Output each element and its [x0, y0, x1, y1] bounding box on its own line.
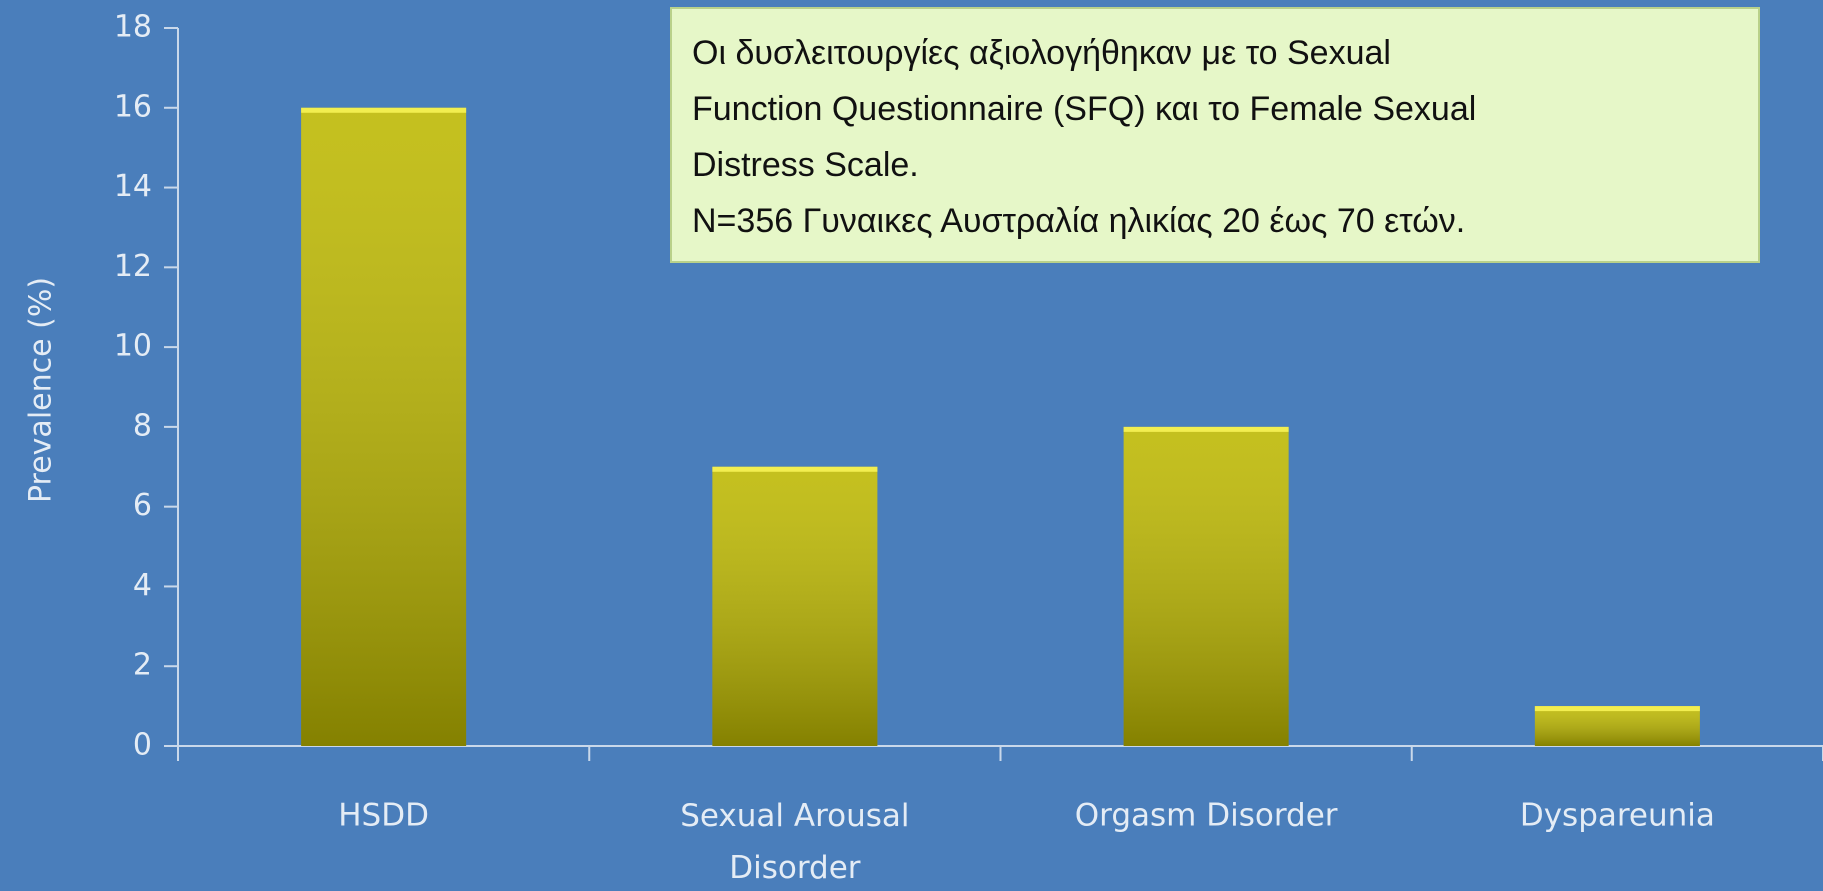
- x-tick-label: Orgasm Disorder: [1075, 798, 1338, 834]
- annotation-line: Distress Scale.: [692, 146, 919, 184]
- x-tick-label: Dyspareunia: [1520, 798, 1715, 834]
- annotation-line: N=356 Γυναικες Αυστραλία ηλικίας 20 έως …: [692, 202, 1465, 240]
- bar-highlight: [712, 466, 878, 472]
- bar-shade: [301, 107, 467, 747]
- bar-shade: [1534, 706, 1700, 746]
- y-tick-label: 4: [133, 568, 152, 603]
- y-axis-label: Prevalence (%): [24, 277, 59, 503]
- annotation-line: Οι δυσλειτουργίες αξιολογήθηκαν με το Se…: [692, 34, 1391, 72]
- bar-shade: [1123, 426, 1289, 746]
- y-tick-label: 16: [114, 89, 152, 124]
- y-tick-label: 0: [133, 728, 152, 763]
- y-tick-label: 2: [133, 648, 152, 683]
- y-tick-label: 18: [114, 10, 152, 45]
- y-tick-label: 12: [114, 249, 152, 284]
- bar-highlight: [301, 107, 467, 113]
- annotation: Οι δυσλειτουργίες αξιολογήθηκαν με το Se…: [692, 34, 1476, 240]
- bar-highlight: [1123, 426, 1289, 432]
- x-tick-label: Sexual Arousal Disorder: [680, 798, 909, 886]
- annotation-box: [670, 7, 1760, 263]
- bar-highlight: [1534, 706, 1700, 712]
- y-tick-label: 10: [114, 329, 152, 364]
- x-tick-label: HSDD: [338, 798, 429, 834]
- annotation-line: Function Questionnaire (SFQ) και το Fema…: [692, 90, 1476, 128]
- bar-shade: [712, 466, 878, 746]
- y-tick-label: 6: [133, 488, 152, 523]
- y-tick-label: 8: [133, 408, 152, 443]
- y-tick-label: 14: [114, 169, 152, 204]
